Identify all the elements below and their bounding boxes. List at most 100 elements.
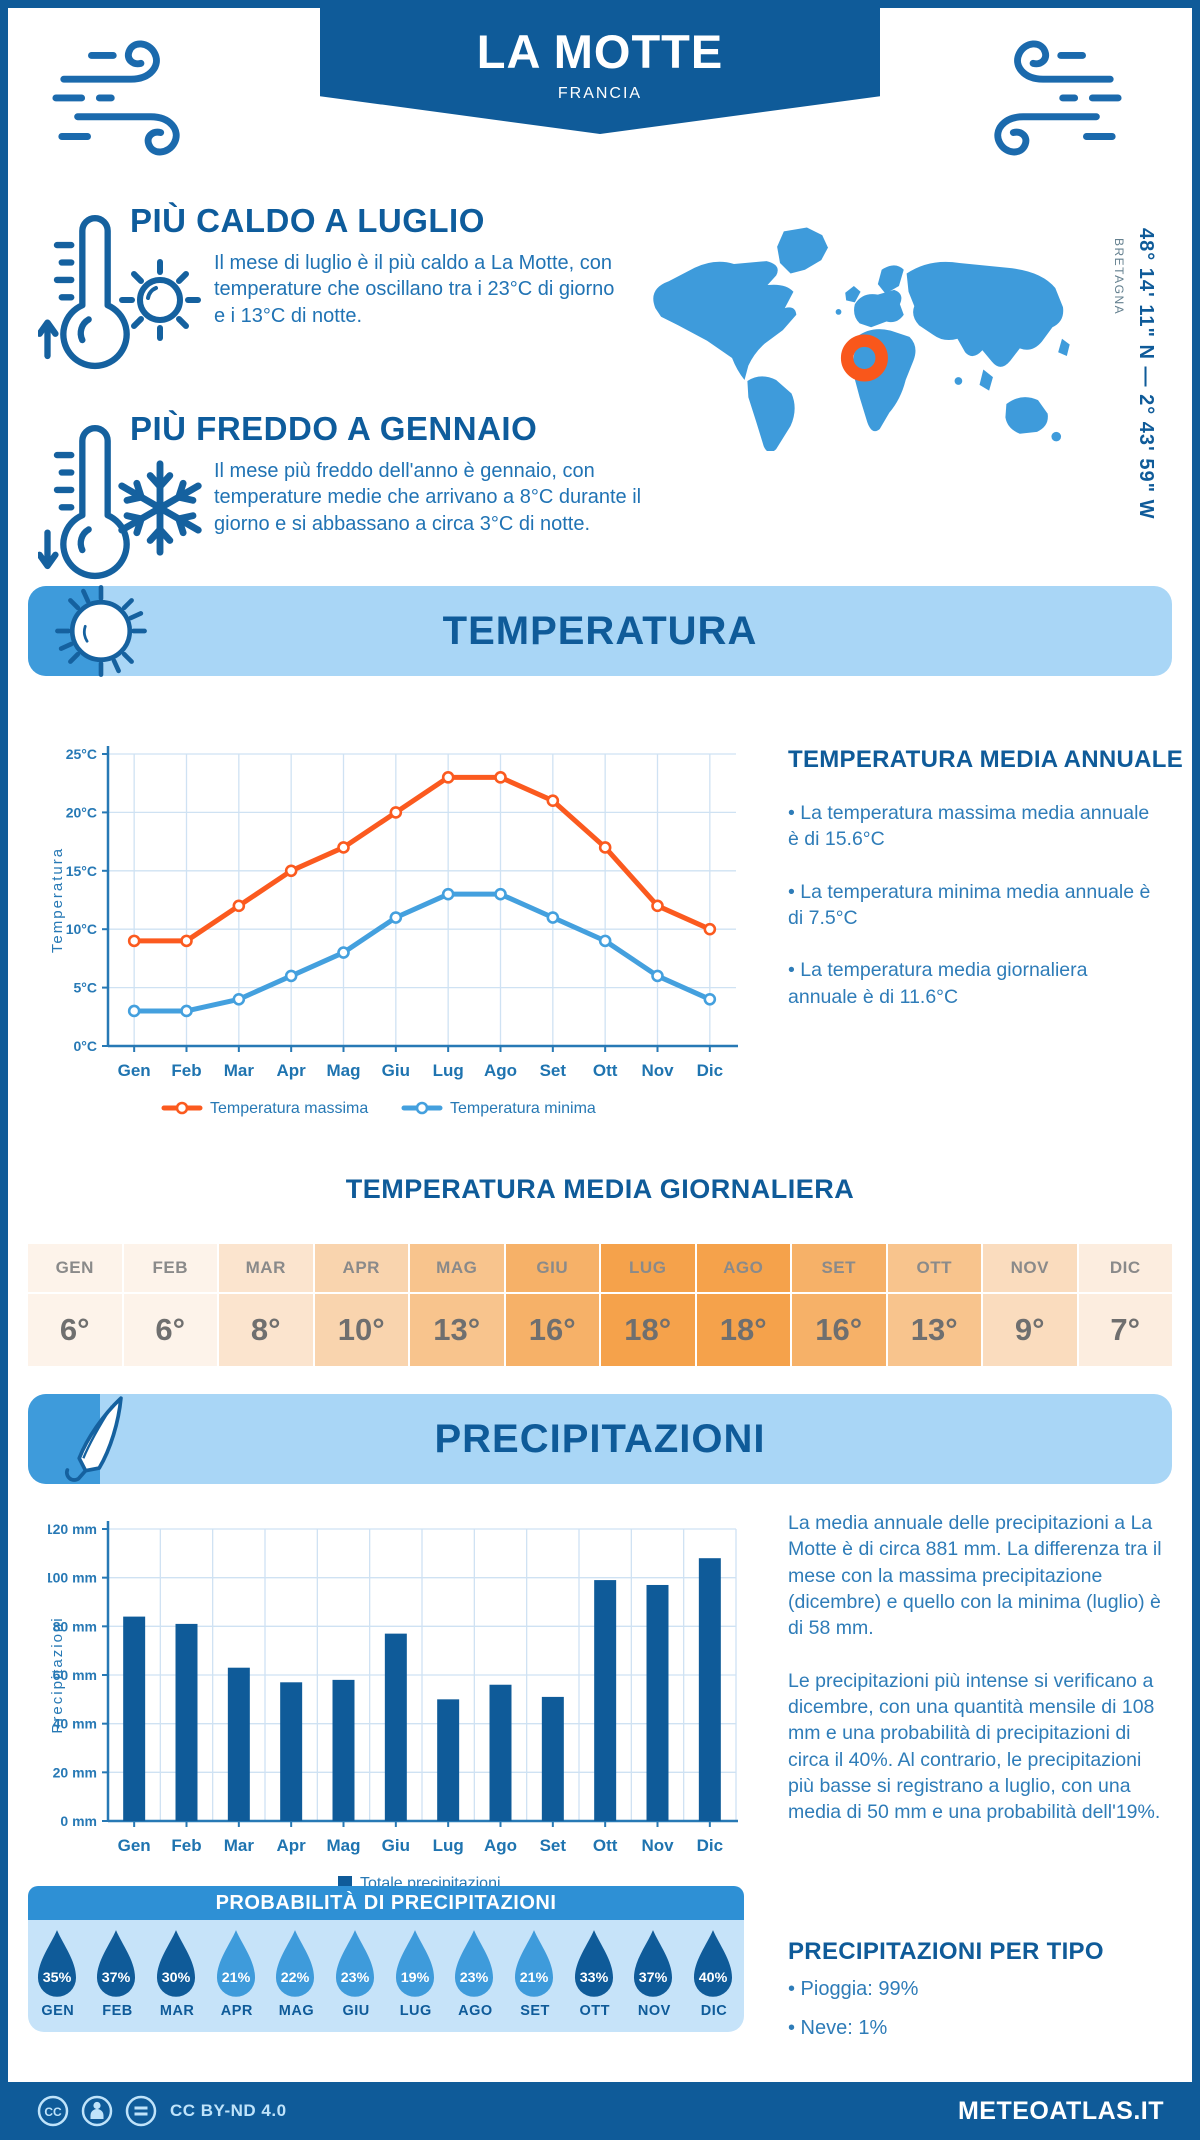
droplet-month-label: OTT xyxy=(579,2003,610,2019)
svg-text:Nov: Nov xyxy=(641,1836,674,1855)
daily-month-label: FEB xyxy=(152,1258,188,1277)
cc-by-person-icon xyxy=(81,2095,113,2127)
droplet-icon: 33% xyxy=(574,1930,613,1997)
droplet-month-label: MAG xyxy=(278,2003,315,2019)
droplet-icon: 35% xyxy=(37,1930,76,1997)
daily-month-label: MAR xyxy=(245,1258,286,1277)
svg-text:37%: 37% xyxy=(102,1970,131,1986)
page-subtitle: FRANCIA xyxy=(557,85,643,102)
svg-text:Lug: Lug xyxy=(433,1061,464,1080)
svg-text:Giu: Giu xyxy=(382,1061,410,1080)
droplet-month-label: LUG xyxy=(399,2003,432,2019)
droplet-icon: 19% xyxy=(395,1930,434,1997)
svg-text:22%: 22% xyxy=(281,1970,310,1986)
precipitation-text: La media annuale delle precipitazioni a … xyxy=(788,1510,1162,1851)
precipitation-paragraph: Le precipitazioni più intense si verific… xyxy=(788,1669,1161,1824)
per-tipo-list: • Pioggia: 99% • Neve: 1% xyxy=(788,1976,1160,2068)
license-text: CC BY-ND 4.0 xyxy=(170,2101,287,2120)
svg-text:Ott: Ott xyxy=(593,1061,618,1080)
probability-heading: PROBABILITÀ DI PRECIPITAZIONI xyxy=(28,1886,744,1920)
daily-heading: TEMPERATURA MEDIA GIORNALIERA xyxy=(345,1174,855,1204)
svg-text:21%: 21% xyxy=(222,1970,251,1986)
probability-droplet: 23% GIU xyxy=(328,1927,384,2019)
droplet-month-label: AGO xyxy=(458,2003,493,2019)
daily-month-label: DIC xyxy=(1109,1258,1141,1277)
droplet-icon: 40% xyxy=(694,1930,733,1997)
daily-temperature-value: 16° xyxy=(505,1292,599,1366)
probability-droplet: 21% SET xyxy=(507,1927,563,2019)
droplet-icon: 21% xyxy=(216,1930,255,1997)
droplet-month-label: NOV xyxy=(637,2003,671,2019)
svg-text:100 mm: 100 mm xyxy=(48,1570,97,1586)
svg-text:Gen: Gen xyxy=(118,1061,151,1080)
droplet-icon: 23% xyxy=(336,1930,375,1997)
probability-droplet: 21% APR xyxy=(209,1927,265,2019)
droplet-icon: 22% xyxy=(276,1930,315,1997)
daily-temperature-value: 7° xyxy=(1078,1292,1172,1366)
svg-text:19%: 19% xyxy=(400,1970,429,1986)
probability-droplet: 35% GEN xyxy=(30,1927,86,2019)
annual-bullet: • La temperatura media giornaliera annua… xyxy=(788,959,1088,1008)
droplet-icon: 30% xyxy=(157,1930,196,1997)
map-region: BRETAGNA xyxy=(1112,238,1126,316)
svg-text:10°C: 10°C xyxy=(66,921,97,937)
daily-temperature-value: 10° xyxy=(314,1292,408,1366)
daily-table-column: NOV 9° xyxy=(983,1244,1077,1366)
probability-droplet: 37% FEB xyxy=(89,1927,145,2019)
daily-table-column: LUG 18° xyxy=(601,1244,695,1366)
svg-text:35%: 35% xyxy=(43,1970,72,1986)
droplet-month-label: GIU xyxy=(342,2003,370,2019)
svg-text:40 mm: 40 mm xyxy=(53,1716,97,1732)
svg-text:25°C: 25°C xyxy=(66,746,97,762)
svg-text:21%: 21% xyxy=(520,1970,549,1986)
svg-text:Giu: Giu xyxy=(382,1836,410,1855)
svg-text:Temperatura: Temperatura xyxy=(49,847,66,953)
wind-icon xyxy=(52,40,180,156)
svg-text:60 mm: 60 mm xyxy=(53,1667,97,1683)
svg-text:20 mm: 20 mm xyxy=(53,1764,97,1780)
svg-text:Ago: Ago xyxy=(484,1061,517,1080)
snowflake-icon xyxy=(118,460,202,556)
daily-month-label: GEN xyxy=(55,1258,94,1277)
svg-text:Mag: Mag xyxy=(327,1836,361,1855)
svg-text:33%: 33% xyxy=(579,1970,608,1986)
probability-droplet: 33% OTT xyxy=(567,1927,623,2019)
daily-month-label: LUG xyxy=(629,1258,667,1277)
probability-droplet: 40% DIC xyxy=(686,1927,742,2019)
droplet-month-label: MAR xyxy=(159,2003,195,2019)
warm-text: Il mese di luglio è il più caldo a La Mo… xyxy=(214,252,615,327)
precipitation-banner: PRECIPITAZIONI xyxy=(28,1394,1172,1484)
world-map xyxy=(653,227,1070,451)
footer: CC CC BY-ND 4.0 METEOATLAS.IT xyxy=(8,2082,1192,2132)
daily-month-label: OTT xyxy=(916,1258,952,1277)
svg-text:Mag: Mag xyxy=(327,1061,361,1080)
svg-text:Set: Set xyxy=(540,1061,567,1080)
svg-text:37%: 37% xyxy=(639,1970,668,1986)
per-tipo-heading: PRECIPITAZIONI PER TIPO xyxy=(788,1938,1104,1965)
daily-table-column: DIC 7° xyxy=(1078,1244,1172,1366)
daily-table-column: GEN 6° xyxy=(28,1244,122,1366)
annual-bullets: • La temperatura massima media annuale è… xyxy=(788,800,1160,1036)
daily-table-column: FEB 6° xyxy=(123,1244,217,1366)
sun-icon xyxy=(119,259,201,341)
svg-text:40%: 40% xyxy=(699,1970,728,1986)
svg-text:Ago: Ago xyxy=(484,1836,517,1855)
daily-temperature-value: 6° xyxy=(28,1292,122,1366)
daily-temperature-value: 16° xyxy=(792,1292,886,1366)
daily-month-label: APR xyxy=(342,1258,380,1277)
svg-text:23%: 23% xyxy=(460,1970,489,1986)
page-title: LA MOTTE xyxy=(476,25,724,78)
droplet-icon: 21% xyxy=(515,1930,554,1997)
svg-text:0 mm: 0 mm xyxy=(60,1813,97,1829)
daily-month-label: GIU xyxy=(536,1258,569,1277)
svg-text:0°C: 0°C xyxy=(74,1038,98,1054)
thermometer-hot-icon xyxy=(38,214,130,369)
probability-droplet: 37% NOV xyxy=(626,1927,682,2019)
temperature-banner: TEMPERATURA xyxy=(28,585,1172,677)
cold-title: PIÙ FREDDO A GENNAIO xyxy=(130,410,538,447)
svg-text:CC: CC xyxy=(44,2105,62,2119)
svg-text:Gen: Gen xyxy=(118,1836,151,1855)
wind-icon xyxy=(994,40,1122,156)
annual-bullet: • La temperatura minima media annuale è … xyxy=(788,880,1151,929)
daily-table-column: SET 16° xyxy=(792,1244,886,1366)
